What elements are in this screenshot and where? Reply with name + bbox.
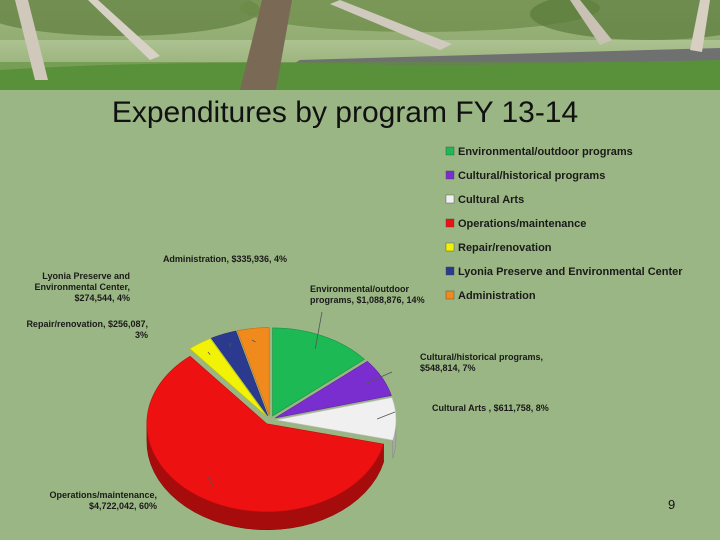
data-label-text: 3% xyxy=(135,330,148,340)
data-label-4: Repair/renovation, $256,087,3% xyxy=(26,319,211,356)
legend-label-2: Cultural Arts xyxy=(458,194,524,206)
pie-slice-2 xyxy=(275,397,397,441)
pie-slice-0 xyxy=(272,327,365,417)
legend-swatch-6 xyxy=(445,290,455,300)
data-label-2: Cultural Arts , $611,758, 8% xyxy=(376,403,549,420)
data-label-text: Repair/renovation, $256,087, xyxy=(26,319,148,329)
pie-slice-6 xyxy=(236,327,270,416)
legend-label-0: Environmental/outdoor programs xyxy=(458,146,633,158)
data-label-text: $274,544, 4% xyxy=(74,293,130,303)
legend-label-3: Operations/maintenance xyxy=(458,218,586,230)
leader-line-2 xyxy=(376,411,396,420)
legend-label-4: Repair/renovation xyxy=(458,242,552,254)
park-photo-image xyxy=(0,0,720,90)
data-label-text: Lyonia Preserve and xyxy=(42,271,130,281)
leader-line-1 xyxy=(364,371,393,385)
pie-slice-1 xyxy=(275,361,392,419)
legend-label-1: Cultural/historical programs xyxy=(458,170,605,182)
page-number: 9 xyxy=(668,497,676,512)
pie-slice-4 xyxy=(189,338,267,417)
legend-swatch-1 xyxy=(445,170,455,180)
data-label-text: programs, $1,088,876, 14% xyxy=(310,295,425,305)
legend-label-6: Administration xyxy=(458,290,536,302)
leader-line-0 xyxy=(314,311,323,349)
leader-line-3 xyxy=(207,477,214,488)
data-label-6: Administration, $335,936, 4% xyxy=(163,254,287,343)
data-label-1: Cultural/historical programs,$548,814, 7… xyxy=(364,352,543,385)
leader-line-6 xyxy=(251,339,256,343)
pie-slice-3 xyxy=(146,355,385,513)
legend: Environmental/outdoor programs Cultural/h… xyxy=(445,146,683,302)
data-label-text: Environmental Center, xyxy=(34,282,130,292)
leader-line-4 xyxy=(207,351,211,356)
legend-swatch-2 xyxy=(445,194,455,204)
legend-swatch-3 xyxy=(445,218,455,228)
data-label-text: Environmental/outdoor xyxy=(310,284,409,294)
data-label-text: $4,722,042, 60% xyxy=(89,501,157,511)
slide-title: Expenditures by program FY 13-14 xyxy=(111,96,579,129)
legend-label-5: Lyonia Preserve and Environmental Center xyxy=(458,266,683,278)
data-label-text: $548,814, 7% xyxy=(420,363,476,373)
data-label-text: Administration, $335,936, 4% xyxy=(163,254,287,264)
legend-swatch-4 xyxy=(445,242,455,252)
header-photo xyxy=(0,0,720,90)
pie-slices xyxy=(146,327,397,513)
pie-slice-5 xyxy=(210,330,269,416)
data-label-text: Operations/maintenance, xyxy=(49,490,157,500)
legend-swatch-0 xyxy=(445,146,455,156)
data-label-text: Cultural/historical programs, xyxy=(420,352,543,362)
data-label-text: Cultural Arts , $611,758, 8% xyxy=(432,403,549,413)
legend-swatch-5 xyxy=(445,266,455,276)
data-label-3: Operations/maintenance,$4,722,042, 60% xyxy=(49,477,214,511)
